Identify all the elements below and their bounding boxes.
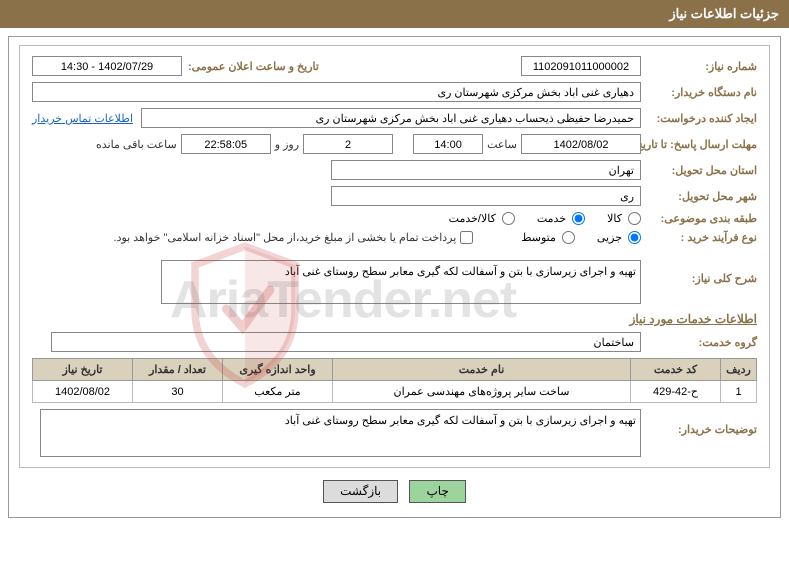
announce-field: 1402/07/29 - 14:30 (32, 56, 182, 76)
days-label: روز و (275, 138, 299, 151)
th-qty: تعداد / مقدار (133, 359, 223, 381)
print-button[interactable]: چاپ (409, 480, 465, 503)
treasury-note-row: پرداخت تمام یا بخشی از مبلغ خرید،از محل … (114, 231, 474, 244)
radio-both-label: کالا/خدمت (449, 212, 496, 225)
treasury-note: پرداخت تمام یا بخشی از مبلغ خرید،از محل … (114, 231, 457, 244)
buyer-field: دهیاری غنی اباد بخش مرکزی شهرستان ری (32, 82, 641, 102)
radio-both[interactable] (502, 212, 515, 225)
th-name: نام خدمت (333, 359, 631, 381)
row-requester: ایجاد کننده درخواست: حمیدرضا حفیظی ذیحسا… (32, 108, 757, 128)
radio-service[interactable] (572, 212, 585, 225)
radio-goods[interactable] (628, 212, 641, 225)
buyer-label: نام دستگاه خریدار: (647, 86, 757, 99)
row-explain: توضیحات خریدار: تهیه و اجرای زیرسازی با … (32, 409, 757, 457)
row-city: شهر محل تحویل: ری (32, 186, 757, 206)
contact-link[interactable]: اطلاعات تماس خریدار (32, 112, 133, 125)
process-label: نوع فرآیند خرید : (647, 231, 757, 244)
th-code: کد خدمت (631, 359, 721, 381)
th-unit: واحد اندازه گیری (223, 359, 333, 381)
deadline-time: 14:00 (413, 134, 483, 154)
province-field: تهران (331, 160, 641, 180)
radio-service-label: خدمت (537, 212, 566, 225)
row-description: شرح کلی نیاز: تهیه و اجرای زیرسازی با بت… (32, 260, 757, 304)
remaining-label: ساعت باقی مانده (96, 138, 177, 151)
td-name: ساخت سایر پروژه‌های مهندسی عمران (333, 381, 631, 403)
explain-box[interactable]: تهیه و اجرای زیرسازی با بتن و آسفالت لکه… (40, 409, 641, 457)
table-header-row: ردیف کد خدمت نام خدمت واحد اندازه گیری ت… (33, 359, 757, 381)
hours-field: 22:58:05 (181, 134, 271, 154)
services-header: اطلاعات خدمات مورد نیاز (32, 312, 757, 326)
requester-field: حمیدرضا حفیظی ذیحساب دهیاری غنی اباد بخش… (141, 108, 641, 128)
need-no-label: شماره نیاز: (647, 60, 757, 73)
treasury-checkbox[interactable] (460, 231, 473, 244)
th-rowno: ردیف (721, 359, 757, 381)
group-label: گروه خدمت: (647, 336, 757, 349)
desc-textarea[interactable]: تهیه و اجرای زیرسازی با بتن و آسفالت لکه… (161, 260, 641, 304)
row-deadline: مهلت ارسال پاسخ: تا تاریخ: 1402/08/02 سا… (32, 134, 757, 154)
need-no-field: 1102091011000002 (521, 56, 641, 76)
group-field: ساختمان (51, 332, 641, 352)
row-group: گروه خدمت: ساختمان (32, 332, 757, 352)
city-label: شهر محل تحویل: (647, 190, 757, 203)
province-label: استان محل تحویل: (647, 164, 757, 177)
row-subject: طبقه بندی موضوعی: کالا خدمت کالا/خدمت (32, 212, 757, 225)
deadline-label: مهلت ارسال پاسخ: تا تاریخ: (647, 138, 757, 151)
radio-goods-label: کالا (607, 212, 622, 225)
desc-label: شرح کلی نیاز: (647, 260, 757, 285)
radio-medium-label: متوسط (521, 231, 556, 244)
td-unit: متر مکعب (223, 381, 333, 403)
process-radio-group: جزیی متوسط (503, 231, 641, 244)
button-row: چاپ بازگشت (19, 480, 770, 503)
th-date: تاریخ نیاز (33, 359, 133, 381)
days-field: 2 (303, 134, 393, 154)
td-rowno: 1 (721, 381, 757, 403)
services-table: ردیف کد خدمت نام خدمت واحد اندازه گیری ت… (32, 358, 757, 403)
back-button[interactable]: بازگشت (323, 480, 398, 503)
requester-label: ایجاد کننده درخواست: (647, 112, 757, 125)
row-process: نوع فرآیند خرید : جزیی متوسط پرداخت تمام… (32, 231, 757, 244)
table-row: 1 ح-42-429 ساخت سایر پروژه‌های مهندسی عم… (33, 381, 757, 403)
time-label: ساعت (487, 138, 517, 151)
form-panel: شماره نیاز: 1102091011000002 تاریخ و ساع… (19, 45, 770, 468)
announce-label: تاریخ و ساعت اعلان عمومی: (188, 60, 319, 73)
city-field: ری (331, 186, 641, 206)
deadline-date: 1402/08/02 (521, 134, 641, 154)
subject-label: طبقه بندی موضوعی: (647, 212, 757, 225)
td-date: 1402/08/02 (33, 381, 133, 403)
page-header: جزئیات اطلاعات نیاز (0, 0, 789, 28)
row-buyer: نام دستگاه خریدار: دهیاری غنی اباد بخش م… (32, 82, 757, 102)
subject-radio-group: کالا خدمت کالا/خدمت (431, 212, 641, 225)
row-need-number: شماره نیاز: 1102091011000002 تاریخ و ساع… (32, 56, 757, 76)
radio-minor[interactable] (628, 231, 641, 244)
td-qty: 30 (133, 381, 223, 403)
radio-medium[interactable] (562, 231, 575, 244)
td-code: ح-42-429 (631, 381, 721, 403)
row-province: استان محل تحویل: تهران (32, 160, 757, 180)
radio-minor-label: جزیی (597, 231, 622, 244)
main-container: شماره نیاز: 1102091011000002 تاریخ و ساع… (8, 36, 781, 518)
explain-label: توضیحات خریدار: (647, 409, 757, 436)
